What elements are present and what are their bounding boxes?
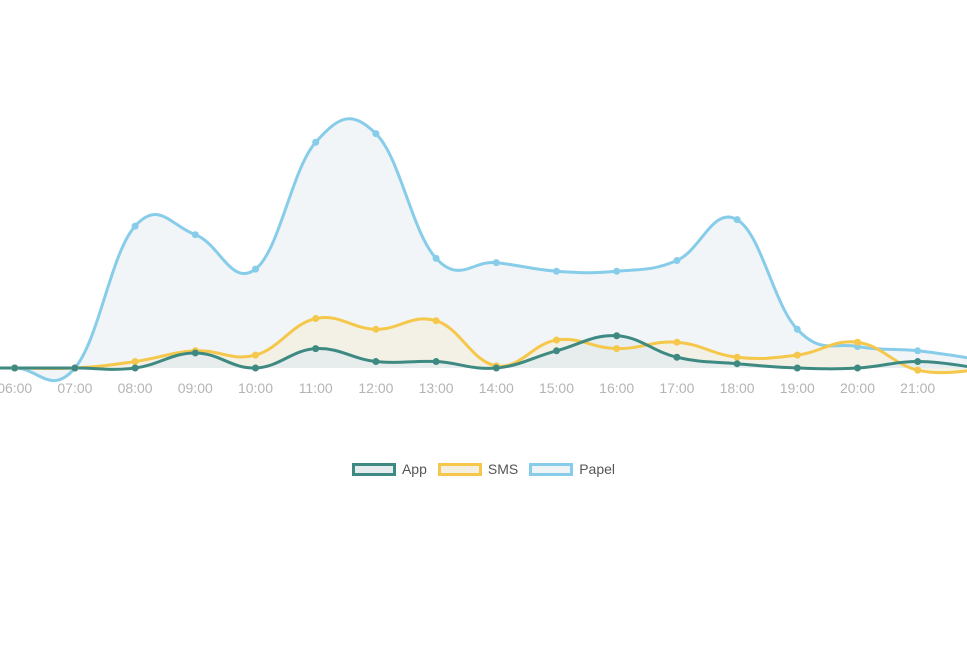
legend-label-app: App (401, 461, 427, 477)
x-tick-label: 09:00 (178, 380, 213, 396)
data-point-app[interactable] (733, 360, 741, 368)
x-tick-label: 19:00 (780, 380, 815, 396)
data-point-papel[interactable] (191, 231, 199, 239)
legend-item-sms[interactable]: SMS (437, 461, 519, 477)
series-fill-papel (0, 118, 967, 381)
legend: App SMS Papel (0, 461, 967, 477)
x-tick-label: 06:00 (0, 380, 32, 396)
data-point-app[interactable] (553, 347, 560, 355)
data-point-sms[interactable] (553, 336, 560, 344)
data-point-app[interactable] (673, 353, 681, 361)
legend-item-app[interactable]: App (351, 461, 427, 477)
data-point-app[interactable] (793, 364, 801, 372)
legend-label-papel: Papel (579, 461, 616, 477)
data-point-app[interactable] (191, 349, 199, 357)
data-point-papel[interactable] (131, 222, 139, 230)
x-tick-label: 18:00 (720, 380, 755, 396)
data-point-papel[interactable] (733, 216, 741, 224)
data-point-papel[interactable] (914, 347, 922, 355)
data-point-papel[interactable] (372, 130, 380, 138)
data-point-papel[interactable] (432, 254, 440, 262)
data-point-sms[interactable] (312, 315, 320, 323)
data-point-app[interactable] (131, 364, 139, 372)
legend-swatch-app (351, 462, 396, 476)
series-fill-sms (0, 317, 967, 373)
x-tick-label: 11:00 (299, 380, 333, 396)
data-point-app[interactable] (252, 364, 259, 372)
data-point-app[interactable] (312, 345, 320, 353)
x-tick-label: 15:00 (539, 380, 574, 396)
legend-swatch-papel (529, 462, 574, 476)
data-point-app[interactable] (11, 364, 19, 372)
x-tick-label: 10:00 (238, 380, 273, 396)
data-point-app[interactable] (613, 332, 621, 340)
x-tick-label: 12:00 (358, 380, 393, 396)
legend-label-sms: SMS (487, 461, 519, 477)
data-point-app[interactable] (71, 364, 79, 372)
data-point-papel[interactable] (252, 265, 259, 273)
x-tick-label: 17:00 (659, 380, 694, 396)
data-point-sms[interactable] (673, 338, 681, 346)
data-point-sms[interactable] (733, 353, 741, 361)
data-point-sms[interactable] (252, 351, 259, 359)
data-point-papel[interactable] (613, 267, 621, 275)
x-tick-label: 07:00 (57, 380, 92, 396)
data-point-sms[interactable] (432, 317, 440, 325)
data-point-papel[interactable] (553, 267, 560, 275)
x-tick-label: 21:00 (900, 380, 935, 396)
series-line-papel (0, 117, 967, 383)
legend-swatch-sms (437, 462, 482, 476)
x-axis-ticks: 06:00 07:00 08:00 09:00 10:00 11:00 12:00 13:00… (0, 380, 935, 396)
data-point-app[interactable] (432, 358, 440, 366)
x-tick-label: 13:00 (419, 380, 454, 396)
data-point-sms[interactable] (793, 351, 801, 359)
series-fills (0, 118, 967, 381)
x-tick-label: 20:00 (840, 380, 875, 396)
data-point-sms[interactable] (131, 358, 139, 366)
data-point-app[interactable] (854, 364, 861, 372)
x-tick-label: 14:00 (479, 380, 514, 396)
data-point-app[interactable] (372, 358, 380, 366)
data-point-app[interactable] (492, 364, 500, 372)
data-point-sms[interactable] (613, 345, 621, 353)
data-point-papel[interactable] (312, 138, 320, 146)
data-point-papel[interactable] (673, 257, 681, 264)
legend-item-papel[interactable]: Papel (529, 461, 615, 477)
data-point-sms[interactable] (372, 325, 380, 333)
data-point-sms[interactable] (914, 366, 922, 374)
data-point-papel[interactable] (793, 325, 801, 333)
x-tick-label: 16:00 (599, 380, 634, 396)
x-tick-label: 08:00 (118, 380, 153, 396)
data-point-app[interactable] (914, 358, 922, 366)
data-point-papel[interactable] (492, 259, 500, 267)
data-point-sms[interactable] (854, 338, 861, 346)
series-points (11, 130, 922, 374)
